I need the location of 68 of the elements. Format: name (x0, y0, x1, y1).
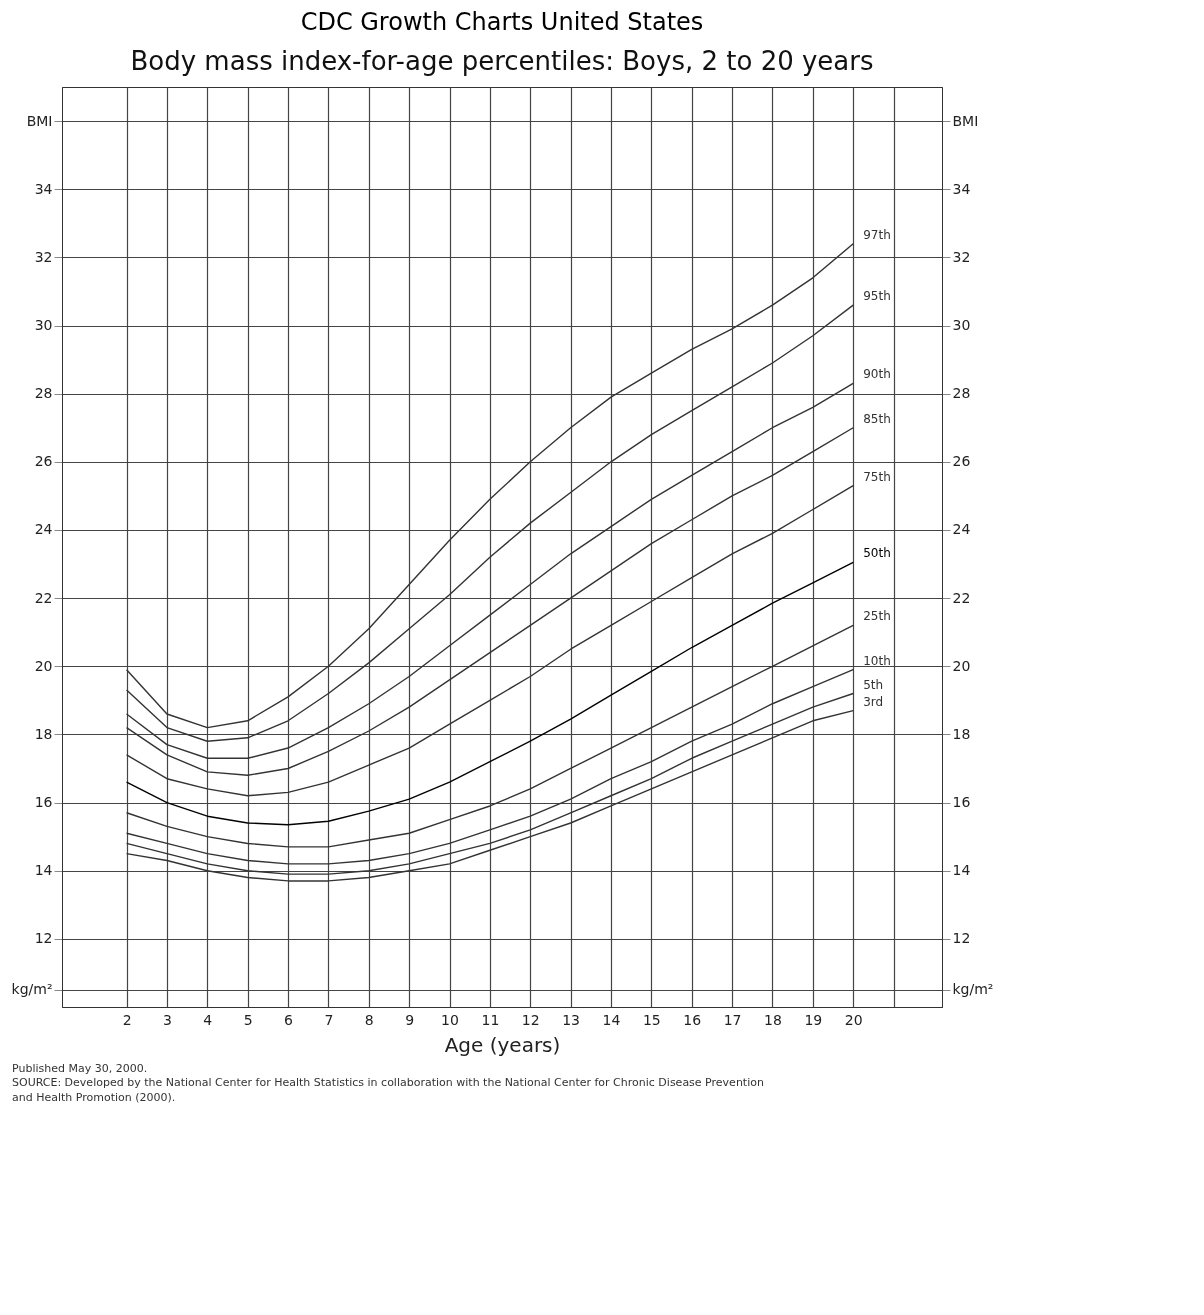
source-note: SOURCE: Developed by the National Center for Health Statistics in collaboration with the National Center for Chronic Disease Prevention and Health Promotion (2000). (12, 1076, 765, 1105)
y2-tick-label: 30 (952, 317, 971, 334)
x-tick-label: 8 (364, 1011, 374, 1028)
x-tick-label: 4 (203, 1011, 213, 1028)
chart-title: CDC Growth Charts United States (300, 8, 704, 36)
series-label: 85th (863, 411, 891, 426)
line-series (125, 484, 854, 797)
x-tick-label: 7 (324, 1011, 334, 1028)
line-series (125, 624, 854, 848)
y-tick-label: 22 (34, 589, 53, 606)
x-tick-label: 18 (764, 1011, 782, 1028)
y-tick-label: 32 (34, 248, 53, 265)
x-axis-title: Age (years) (444, 1032, 561, 1057)
y2-tick-label: 28 (952, 385, 971, 402)
x-tick-label: 19 (804, 1011, 823, 1028)
line-series (125, 427, 854, 776)
y2-tick-label: 26 (952, 453, 971, 470)
y2-tick-label: 14 (952, 862, 971, 879)
x-tick-label: 6 (284, 1011, 294, 1028)
y2-tick-label: 12 (952, 930, 971, 947)
series-label: 95th (863, 289, 891, 304)
y-tick-label: 12 (34, 930, 53, 947)
y-tick-label: 14 (34, 862, 53, 879)
series-label: 50th (863, 546, 891, 561)
y2-tick-label: 24 (952, 521, 971, 538)
x-tick-label: 3 (162, 1011, 172, 1028)
y2-tick-label: 22 (952, 589, 971, 606)
series-label: 5th (863, 677, 884, 692)
y-tick-label: 26 (34, 453, 53, 470)
series-label: 3rd (863, 694, 884, 709)
y2-tick-label: BMI (952, 112, 979, 129)
text: Published May 30, 2000. (12, 1062, 149, 1077)
chart-subtitle: Body mass index-for-age percentiles: Boys, 2 to 20 years (130, 46, 874, 76)
y2-tick-label: 34 (952, 180, 971, 197)
series-label: 25th (863, 609, 891, 624)
x-tick-label: 11 (481, 1011, 500, 1028)
series-label: 97th (863, 227, 891, 242)
y-tick-label: 30 (34, 317, 53, 334)
y-tick-label: 34 (34, 180, 53, 197)
x-tick-label: 20 (844, 1011, 863, 1028)
series-label: 90th (863, 367, 891, 382)
x-tick-label: 12 (521, 1011, 540, 1028)
y-tick-label: 24 (34, 521, 53, 538)
x-tick-label: 5 (243, 1011, 253, 1028)
y-tick-label: 18 (34, 725, 53, 742)
series-label: 75th (863, 469, 891, 484)
x-tick-label: 17 (723, 1011, 742, 1028)
y2-tick-label: kg/m² (952, 981, 994, 998)
y-tick-label: 20 (34, 657, 53, 674)
y2-tick-label: 20 (952, 657, 971, 674)
y-tick-label: BMI (26, 112, 53, 129)
x-tick-label: 15 (642, 1011, 661, 1028)
x-tick-label: 2 (122, 1011, 132, 1028)
x-tick-label: 10 (441, 1011, 459, 1028)
y-tick-label: 16 (34, 794, 53, 811)
line-series (125, 382, 854, 759)
y2-tick-label: 16 (952, 794, 971, 811)
y2-tick-label: 18 (952, 725, 971, 742)
x-tick-label: 16 (683, 1011, 702, 1028)
x-tick-label: 13 (562, 1011, 581, 1028)
y-tick-label: 28 (34, 385, 53, 402)
y2-tick-label: 32 (952, 248, 971, 265)
line-series (125, 668, 854, 865)
x-tick-label: 14 (602, 1011, 621, 1028)
series-label: 10th (863, 653, 891, 668)
line-series (125, 561, 854, 826)
y-tick-label: kg/m² (11, 981, 53, 998)
x-tick-label: 9 (405, 1011, 415, 1028)
